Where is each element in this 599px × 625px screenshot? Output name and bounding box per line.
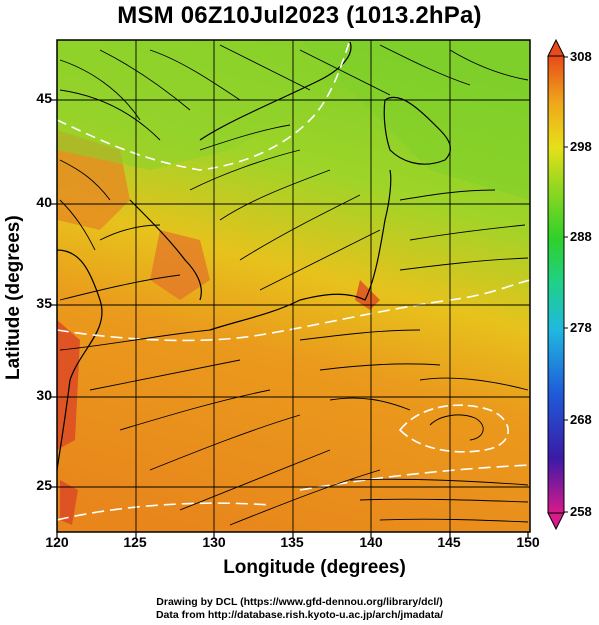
x-tick-label: 130: [202, 534, 226, 550]
credit-data: Data from http://database.rish.kyoto-u.a…: [155, 609, 444, 621]
x-axis-label: Longitude (degrees): [223, 557, 406, 578]
x-tick-label: 150: [516, 534, 540, 550]
colorbar-tick-label: 268: [570, 412, 592, 427]
y-tick-label: 45: [36, 90, 52, 106]
y-tick-label: 25: [36, 477, 52, 493]
axis-ticks: [51, 99, 529, 538]
temperature-field: [57, 40, 530, 532]
colorbar-tick-label: 298: [570, 139, 592, 154]
x-tick-label: 145: [437, 534, 461, 550]
colorbar-tick-label: 288: [570, 229, 592, 244]
streamlines: [59, 44, 529, 526]
chart-title: MSM 06Z10Jul2023 (1013.2hPa): [117, 2, 482, 29]
colorbar-tick-label: 258: [570, 504, 592, 519]
credit-drawing: Drawing by DCL (https://www.gfd-dennou.o…: [156, 596, 443, 608]
colorbar-tick-label: 308: [570, 49, 592, 64]
x-tick-label: 125: [123, 534, 147, 550]
grid-lines: [57, 40, 530, 532]
x-tick-label: 135: [280, 534, 304, 550]
colorbar-tick-label: 278: [570, 320, 592, 335]
y-tick-label: 35: [36, 295, 52, 311]
y-tick-label: 30: [36, 387, 52, 403]
x-tick-label: 140: [359, 534, 383, 550]
y-tick-label: 40: [36, 194, 52, 210]
colorbar: [547, 38, 568, 531]
x-tick-label: 120: [45, 534, 69, 550]
